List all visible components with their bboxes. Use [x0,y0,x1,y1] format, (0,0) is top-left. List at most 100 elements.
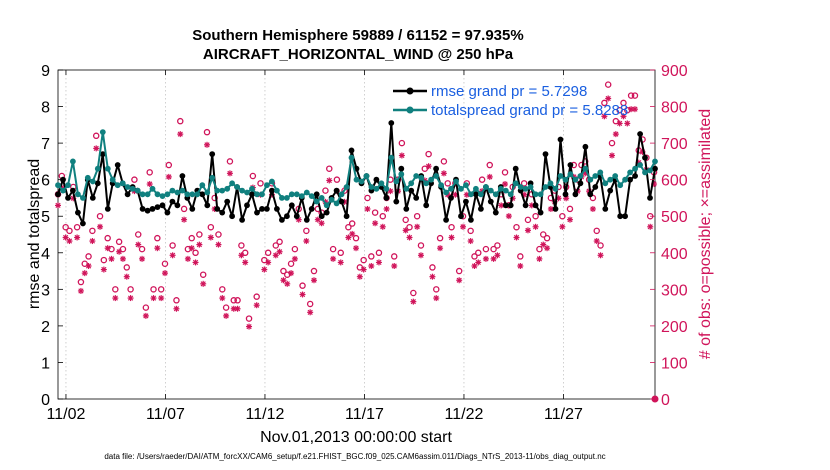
obs-possible-marker [616,106,623,114]
obs-possible-marker [482,245,490,253]
obs-assimilated-marker [66,238,73,245]
obs-assimilated-stroke [74,234,80,241]
obs-assimilated-stroke [261,266,267,273]
series-point-rmse [627,176,633,183]
series-point-rmse [393,198,400,205]
obs-assimilated-marker [299,291,306,298]
obs-possible-marker [215,231,222,238]
y-tick-label-right: 800 [661,100,688,117]
obs-assimilated-stroke [120,256,126,262]
series-point-rmse [154,204,161,211]
series-point-totalspread [637,162,643,168]
series-point-rmse [264,206,270,212]
obs-assimilated-stroke [483,256,489,262]
obs-possible-marker [92,132,100,140]
obs-assimilated-stroke [410,299,416,305]
obs-assimilated-stroke [234,306,241,312]
series-point-totalspread [279,195,285,201]
obs-assimilated-stroke [292,256,298,262]
series-point-totalspread [502,187,509,194]
obs-possible-marker [513,223,520,231]
series-point-totalspread [597,169,604,176]
obs-assimilated-stroke [387,188,394,194]
obs-assimilated-stroke [204,142,210,148]
series-point-rmse [473,191,479,198]
obs-assimilated-marker [337,259,344,266]
obs-possible-marker [142,304,150,311]
obs-assimilated-stroke [364,206,371,212]
obs-assimilated-marker [158,295,165,302]
series-point-totalspread [587,176,594,183]
obs-assimilated-stroke [494,252,501,258]
obs-assimilated-marker [544,245,551,252]
obs-possible-marker [608,139,616,147]
series-point-rmse [632,173,638,179]
obs-assimilated-stroke [567,217,573,223]
series-point-rmse [522,202,529,209]
series-point-totalspread [473,185,479,192]
obs-possible-marker [604,81,612,88]
obs-assimilated-stroke [647,224,653,230]
obs-assimilated-marker [540,241,547,248]
obs-assimilated-stroke [208,234,214,241]
legend-spread-label: totalspread grand pr = 5.8288 [431,102,628,119]
obs-possible-marker [112,286,119,293]
obs-assimilated-marker [314,216,321,223]
obs-assimilated-marker [490,255,497,262]
obs-assimilated-marker [150,295,157,302]
obs-assimilated-marker [108,255,115,262]
x-tick-label: 11/02 [47,406,86,423]
series-point-totalspread [139,191,146,198]
obs-assimilated-marker [223,312,230,319]
obs-assimilated-marker [284,280,291,287]
obs-possible-marker [352,234,360,242]
obs-assimilated-stroke [632,106,638,112]
series-point-totalspread [174,189,181,196]
obs-assimilated-marker [368,262,375,269]
series-point-rmse [239,217,246,223]
obs-possible-marker [100,256,108,264]
y-tick-label-right: 0 [661,392,670,409]
plot-frame [57,69,656,400]
series-point-totalspread [448,185,454,192]
y-tick-label-left: 2 [41,319,50,336]
obs-assimilated-marker [433,295,440,302]
obs-possible-marker [620,99,627,107]
series-point-rmse [458,213,464,220]
series-point-rmse [288,202,295,209]
series-point-totalspread [269,178,275,185]
obs-possible-marker [627,92,635,99]
obs-assimilated-marker [276,248,283,255]
obs-assimilated-stroke [185,256,191,262]
series-point-totalspread [492,191,499,198]
obs-assimilated-marker [616,120,623,127]
obs-possible-marker [520,180,528,187]
obs-possible-marker [287,260,295,267]
series-point-rmse [582,143,589,150]
series-point-rmse [159,202,166,209]
series-point-rmse [80,220,86,227]
series-point-rmse [75,209,81,216]
obs-assimilated-stroke [460,224,466,230]
series-point-rmse [577,180,584,187]
y-tick-label-right: 400 [661,246,688,263]
obs-possible-marker [398,139,406,147]
obs-possible-marker [196,231,203,238]
obs-assimilated-stroke [85,263,92,269]
obs-possible-marker [276,238,283,246]
series-point-totalspread [483,184,489,190]
obs-possible-marker [203,128,211,136]
obs-assimilated-stroke [223,313,229,319]
tick-layer: 0 1 2 3 4 5 6 7 8 9 0 100 200 300 400 500 600 700 800 900 11… [41,63,688,423]
series-point-totalspread [478,191,484,198]
obs-assimilated-marker [498,202,505,209]
obs-assimilated-stroke [89,238,96,244]
series-point-totalspread [413,173,420,179]
obs-assimilated-marker [620,113,627,120]
series-point-rmse [114,162,121,168]
obs-assimilated-stroke [303,238,309,244]
obs-assimilated-marker [326,177,333,184]
obs-assimilated-stroke [97,224,103,230]
y-tick-label-right: 700 [661,136,688,153]
obs-possible-marker [238,242,245,249]
